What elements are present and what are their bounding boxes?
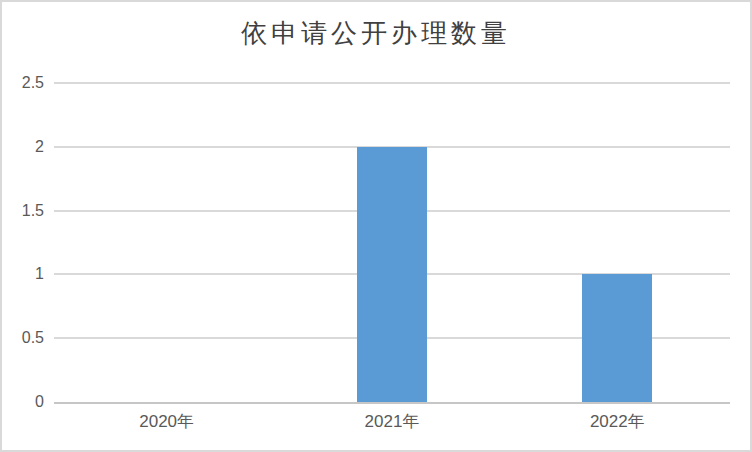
- y-axis-tick-label: 1.5: [0, 202, 44, 220]
- x-axis-label: 2022年: [537, 410, 697, 433]
- gridline: [54, 82, 730, 84]
- bar: [582, 274, 652, 402]
- bar: [357, 147, 427, 402]
- y-axis-tick-label: 0.5: [0, 329, 44, 347]
- y-axis-tick-label: 2: [0, 138, 44, 156]
- x-axis-label: 2021年: [312, 410, 472, 433]
- chart-title: 依申请公开办理数量: [2, 16, 750, 51]
- y-axis-tick-label: 1: [0, 265, 44, 283]
- x-axis-label: 2020年: [87, 410, 247, 433]
- y-axis-tick-label: 2.5: [0, 74, 44, 92]
- plot-area: [54, 83, 730, 404]
- chart-frame: 依申请公开办理数量 0 0.5 1 1.5 2 2.5 2020年 2021年 2022年: [0, 0, 752, 452]
- y-axis-tick-label: 0: [0, 393, 44, 411]
